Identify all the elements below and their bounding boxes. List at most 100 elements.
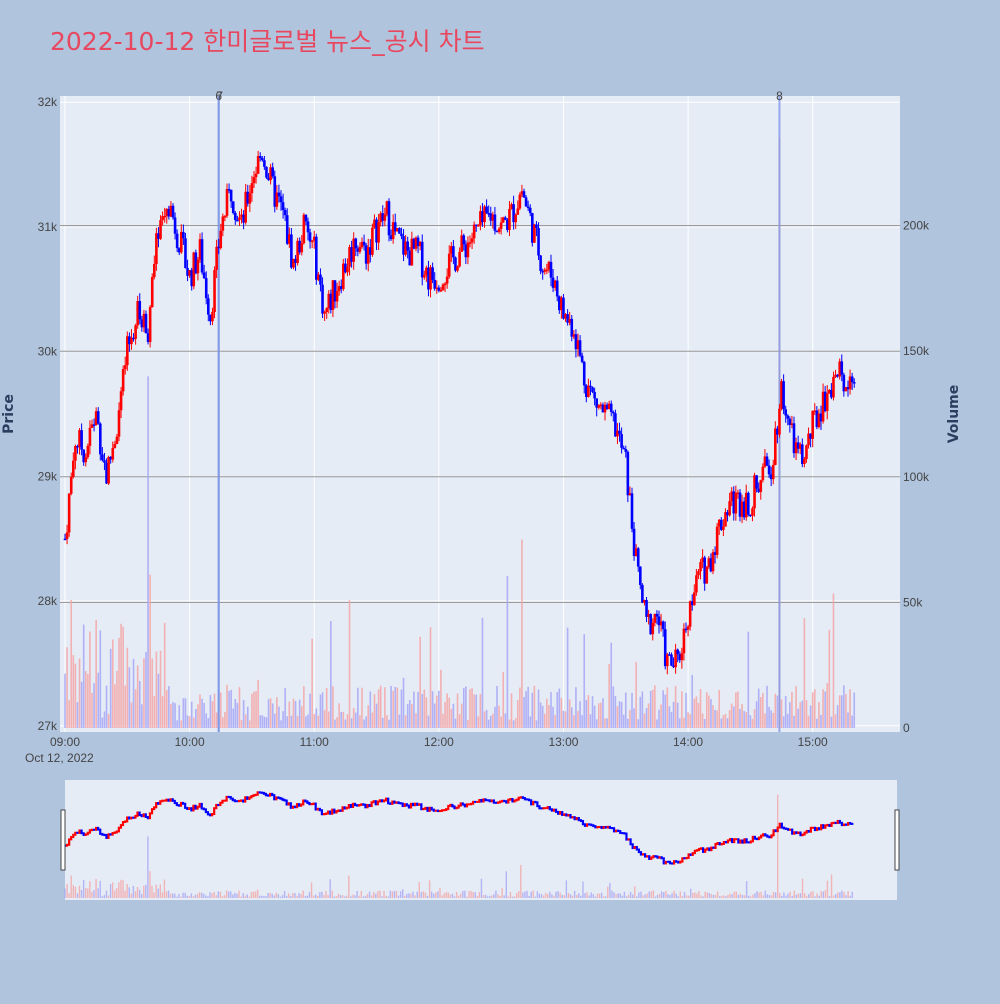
volume-bar (219, 692, 222, 728)
volume-bar (392, 690, 394, 728)
candle-body (840, 361, 844, 375)
candle-body (366, 247, 370, 264)
candle-body (670, 654, 673, 666)
mini-volume-bar (335, 896, 338, 898)
volume-bar (735, 692, 737, 728)
volume-bar (737, 691, 739, 728)
volume-bar (718, 689, 721, 728)
candle-body (74, 446, 77, 461)
volume-bar (155, 651, 158, 728)
volume-bar (406, 704, 409, 728)
volume-bar (438, 690, 440, 728)
volume-bar (813, 689, 816, 728)
candle-body (566, 314, 569, 323)
volume-bar (494, 706, 496, 728)
volume-bar (97, 672, 100, 728)
volume-bar (180, 720, 183, 728)
mini-volume-bar (772, 891, 775, 898)
mini-volume-bar (348, 875, 350, 898)
candle-body (763, 456, 767, 467)
candle-body (815, 410, 819, 428)
mini-volume-bar (845, 895, 847, 898)
volume-bar (477, 716, 480, 728)
volume-bar (695, 696, 698, 728)
volume-bar (498, 705, 500, 728)
mini-volume-bar (797, 893, 800, 898)
candle-body (404, 241, 407, 255)
volume-bar (656, 719, 658, 728)
mini-volume-bar (739, 893, 742, 898)
main-plot-area[interactable] (60, 96, 900, 732)
volume-bar (338, 703, 340, 728)
mini-volume-bar (793, 890, 795, 898)
mini-volume-bar (835, 893, 837, 898)
candle-body (323, 312, 326, 314)
mini-volume-bar (841, 890, 843, 898)
range-slider-left-handle[interactable] (60, 809, 66, 871)
mini-volume-bar (227, 891, 230, 898)
mini-volume-bar (130, 893, 132, 898)
mini-volume-bar (116, 888, 118, 898)
mini-volume-bar (824, 890, 827, 898)
mini-volume-bar (712, 894, 715, 898)
volume-bar (435, 695, 438, 728)
candle-body (690, 601, 694, 606)
volume-bar (716, 710, 718, 728)
volume-bar (163, 622, 166, 728)
volume-bar (261, 715, 264, 728)
volume-bar (496, 685, 498, 728)
candle-body (265, 166, 268, 178)
volume-bar (402, 677, 405, 728)
mini-volume-bar (205, 895, 207, 898)
volume-bar (608, 663, 610, 728)
mini-volume-bar (418, 882, 420, 898)
candle-body (285, 215, 289, 244)
mini-volume-bar (634, 886, 636, 898)
candle-body (267, 177, 270, 181)
candle-body (639, 566, 642, 585)
candle-body (784, 409, 787, 416)
mini-volume-bar (673, 890, 675, 898)
volume-bar (805, 700, 808, 728)
range-slider-right-handle[interactable] (894, 809, 900, 871)
volume-bar (236, 703, 239, 728)
volume-bar (145, 651, 147, 728)
mini-volume-bar (143, 885, 145, 898)
volume-bar (99, 630, 102, 728)
candle-body (711, 552, 715, 572)
mini-volume-bar (449, 894, 452, 898)
mini-volume-bar (464, 890, 466, 898)
volume-bar (82, 624, 85, 728)
candle-body (78, 430, 81, 447)
volume-bar (186, 715, 189, 728)
mini-volume-bar (410, 893, 412, 898)
candle-body (580, 355, 584, 362)
mini-volume-bar (714, 894, 717, 898)
volume-bar (448, 697, 451, 728)
candle-body (688, 601, 692, 627)
volume-bar (91, 692, 93, 728)
mini-volume-bar (244, 895, 246, 898)
mini-volume-bar (600, 892, 603, 898)
candle-body (371, 227, 374, 255)
time-tick-label: 15:00 (798, 735, 828, 749)
volume-bar (521, 539, 523, 728)
mini-volume-bar (296, 895, 298, 898)
mini-volume-bar (816, 893, 818, 898)
volume-bar (791, 691, 793, 728)
volume-bar (500, 716, 502, 728)
candle-body (539, 255, 542, 271)
volume-bar (762, 693, 764, 728)
volume-bar (350, 718, 353, 728)
volume-bar (492, 713, 494, 728)
candle-body (632, 528, 636, 556)
volume-bar (764, 713, 766, 728)
mini-volume-bar (302, 890, 304, 898)
volume-bar (689, 714, 691, 728)
candle-body (680, 653, 684, 661)
volume-bar (600, 702, 602, 728)
candle-body (431, 267, 434, 280)
mini-volume-bar (294, 893, 296, 898)
candle-body (798, 444, 802, 449)
candle-body (823, 391, 827, 411)
